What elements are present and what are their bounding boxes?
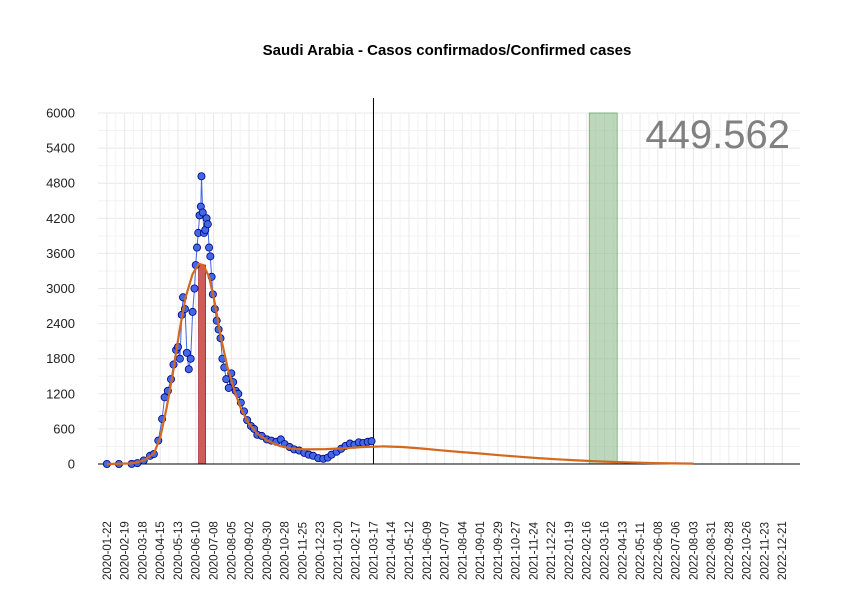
- x-tick-label: 2021-09-29: [493, 521, 505, 580]
- grid-lines: [98, 112, 800, 465]
- observed-line: [106, 176, 372, 465]
- observed-point: [205, 243, 214, 252]
- x-tick-label: 2021-12-22: [546, 521, 558, 580]
- x-tick-label: 2022-04-13: [617, 521, 629, 580]
- x-tick-label: 2021-11-24: [528, 521, 540, 580]
- observed-point: [367, 437, 376, 446]
- x-tick-label: 2022-03-16: [600, 521, 612, 580]
- observed-point: [182, 348, 191, 357]
- x-tick-label: 2021-05-12: [404, 521, 416, 580]
- x-tick-label: 2022-09-28: [724, 521, 736, 580]
- peak-bar: [198, 264, 206, 465]
- x-tick-label: 2021-07-07: [440, 521, 452, 580]
- x-tick-label: 2021-01-20: [333, 521, 345, 580]
- observed-point: [203, 220, 212, 229]
- x-tick-label: 2021-04-14: [386, 521, 398, 580]
- y-axis-ticks: 0 600 1200 1800 2400 3000 3600 4200 4800 5400 6000: [46, 106, 75, 472]
- x-tick-label: 2022-08-03: [688, 521, 700, 580]
- x-tick-label: 2020-09-02: [244, 521, 256, 580]
- x-tick-label: 2022-12-21: [777, 521, 789, 580]
- x-tick-label: 2021-06-09: [422, 521, 434, 580]
- y-tick-label: 5400: [46, 141, 75, 156]
- observed-point: [184, 365, 193, 374]
- x-tick-label: 2022-11-23: [759, 522, 771, 580]
- x-tick-label: 2022-02-16: [582, 521, 594, 580]
- observed-series: [102, 172, 376, 468]
- observed-point: [186, 354, 195, 363]
- y-tick-label: 3000: [46, 281, 75, 296]
- observed-point: [198, 208, 207, 217]
- y-tick-label: 1800: [46, 351, 75, 366]
- x-tick-label: 2020-07-08: [209, 521, 221, 580]
- observed-point: [175, 354, 184, 363]
- x-tick-label: 2020-02-19: [120, 521, 132, 580]
- x-tick-label: 2021-09-01: [475, 521, 487, 580]
- y-tick-label: 600: [53, 421, 75, 436]
- x-tick-label: 2022-07-06: [671, 521, 683, 580]
- observed-point: [206, 252, 215, 261]
- x-tick-label: 2020-01-22: [102, 521, 114, 580]
- x-tick-label: 2021-02-17: [351, 521, 363, 580]
- peak-marker: [198, 264, 206, 465]
- x-tick-label: 2020-10-28: [280, 521, 292, 580]
- x-tick-label: 2020-08-05: [226, 521, 238, 580]
- x-tick-label: 2022-10-26: [742, 521, 754, 580]
- y-tick-label: 1200: [46, 386, 75, 401]
- total-cases-label: 449.562: [645, 113, 790, 157]
- x-tick-label: 2022-01-19: [564, 521, 576, 580]
- fitted-curve: [106, 262, 694, 466]
- x-tick-label: 2022-06-08: [653, 521, 665, 580]
- y-tick-label: 4200: [46, 211, 75, 226]
- forecast-window: [588, 112, 618, 465]
- y-tick-label: 0: [68, 457, 75, 472]
- x-tick-label: 2021-08-04: [457, 521, 469, 580]
- x-tick-label: 2022-08-31: [706, 521, 718, 580]
- y-tick-label: 2400: [46, 316, 75, 331]
- x-axis-ticks: 2020-01-22 2020-02-19 2020-03-18 2020-04-15…: [102, 521, 789, 580]
- x-tick-label: 2020-06-10: [191, 521, 203, 580]
- y-tick-label: 3600: [46, 246, 75, 261]
- x-tick-label: 2020-03-18: [137, 521, 149, 580]
- observed-point: [222, 375, 231, 384]
- forecast-window-band: [588, 112, 618, 465]
- observed-point: [224, 383, 233, 392]
- x-tick-label: 2020-04-15: [155, 521, 167, 580]
- x-tick-label: 2020-11-25: [297, 522, 309, 580]
- observed-point: [197, 172, 206, 181]
- x-tick-label: 2020-09-30: [262, 521, 274, 580]
- x-tick-label: 2020-12-23: [315, 521, 327, 580]
- y-tick-label: 6000: [46, 106, 75, 121]
- y-tick-label: 4800: [46, 176, 75, 191]
- chart-title: Saudi Arabia - Casos confirmados/Confirm…: [263, 42, 632, 59]
- observed-point: [190, 284, 199, 293]
- x-tick-label: 2020-05-13: [173, 521, 185, 580]
- fitted-series: [106, 262, 694, 466]
- x-tick-label: 2021-10-27: [511, 521, 523, 580]
- x-tick-label: 2021-03-17: [368, 521, 380, 580]
- x-tick-label: 2022-05-11: [635, 522, 647, 580]
- observed-point: [193, 243, 202, 252]
- observed-point: [188, 307, 197, 316]
